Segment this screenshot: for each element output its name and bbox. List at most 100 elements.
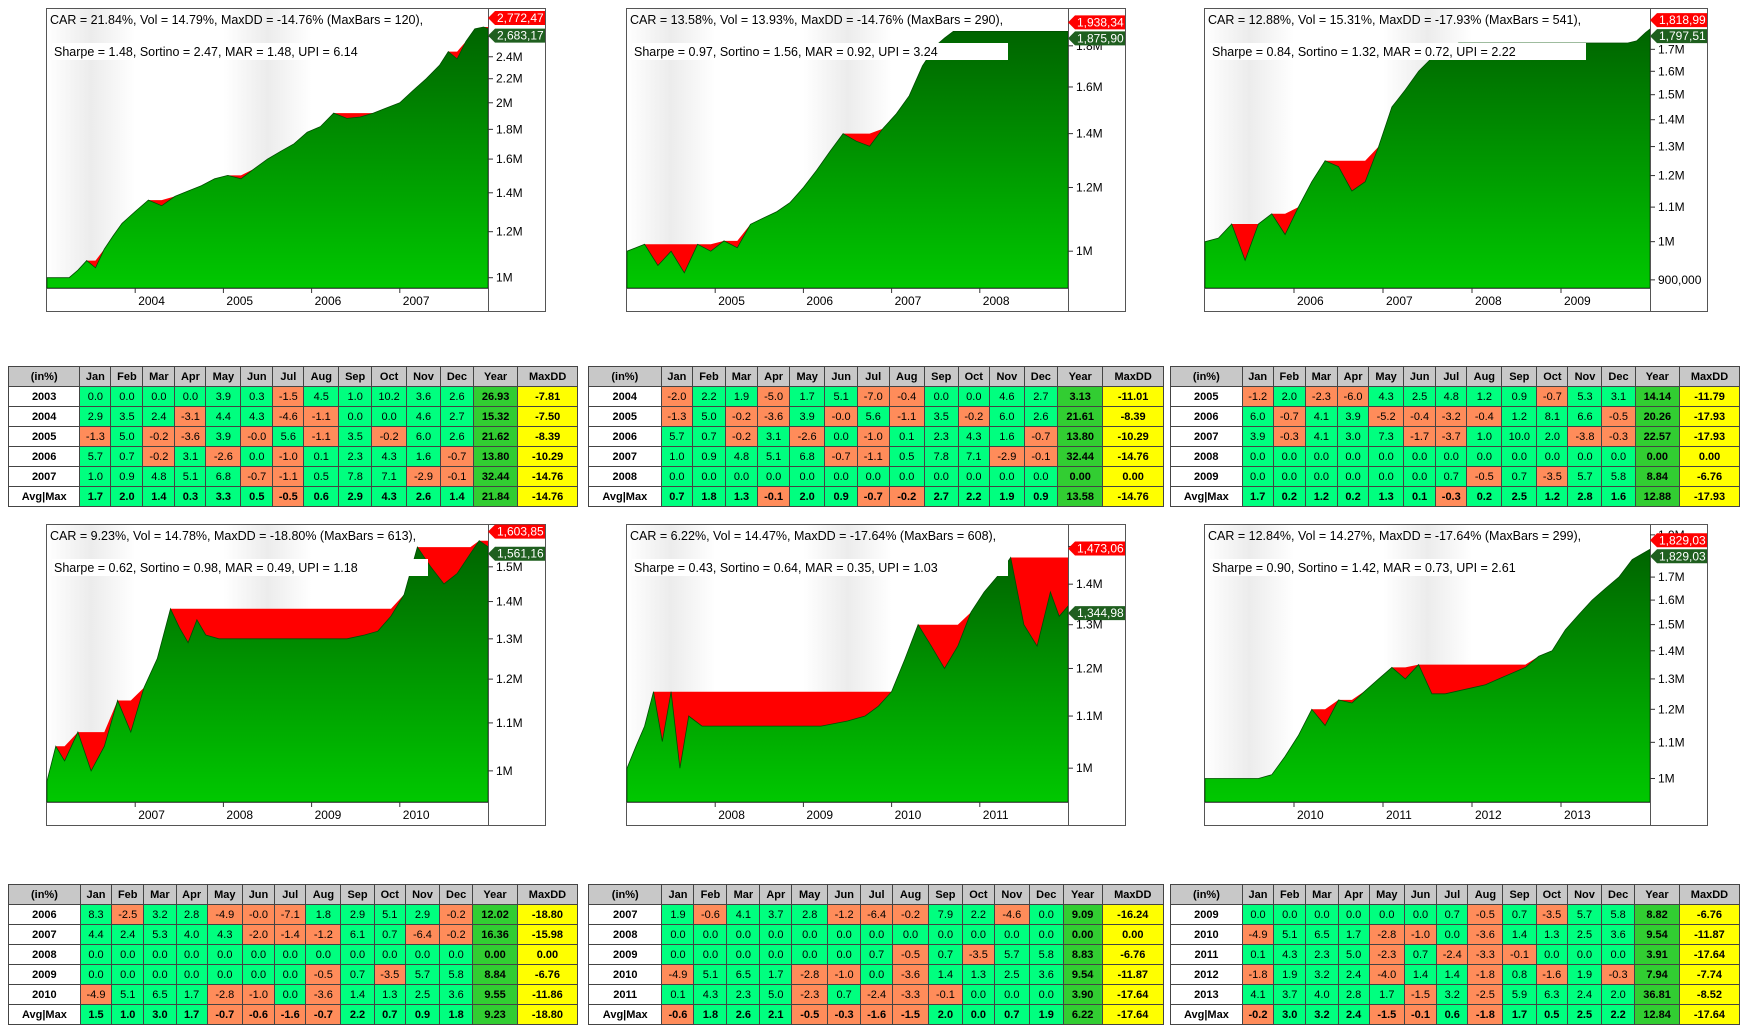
table-cell: 1.9	[989, 486, 1025, 507]
table-cell: 4.1	[1304, 426, 1338, 447]
y-tick-label: 1.1M	[1658, 735, 1685, 749]
table-cell: 0.0	[961, 924, 995, 945]
peak-value-badge-label: 1,473,06	[1077, 541, 1124, 555]
table-cell: -2.5	[1467, 984, 1504, 1005]
table-cell: -0.6	[661, 1004, 695, 1025]
table-cell: -1.0	[272, 446, 305, 467]
table-cell: 21.84	[472, 486, 519, 507]
table-cell: 3.5	[110, 406, 144, 427]
table-cell: 5.8	[439, 964, 474, 985]
column-header: Dec	[439, 884, 474, 905]
monthly-returns-table: (in%) Jan Feb Mar Apr May Jun Jul Aug Sep Oct Nov De…	[7, 366, 578, 507]
column-header: Nov	[404, 884, 441, 905]
table-cell: 0.9	[824, 486, 858, 507]
table-cell: -3.3	[1467, 944, 1504, 965]
table-cell: 5.7	[1566, 904, 1603, 925]
stats-line-2-bg	[52, 559, 428, 576]
column-header: Jul	[1435, 366, 1468, 387]
table-cell: 0.9	[692, 446, 726, 467]
table-cell: 8.83	[1062, 944, 1103, 965]
stats-line-2: Sharpe = 0.97, Sortino = 1.56, MAR = 0.9…	[634, 45, 938, 59]
table-cell: 0.0	[993, 924, 1030, 945]
table-cell: 0.0	[1601, 446, 1636, 467]
table-cell: 0.0	[143, 944, 177, 965]
column-header: Jan	[1241, 366, 1274, 387]
table-cell: 1.6	[989, 426, 1025, 447]
column-header: Jul	[274, 884, 307, 905]
table-cell: -7.0	[856, 386, 890, 407]
y-tick-label: 2M	[496, 96, 513, 110]
table-cell: 1.9	[661, 904, 695, 925]
table-cell: 5.1	[757, 446, 790, 467]
table-cell: 0.0	[1272, 446, 1306, 467]
table-cell: -0.4	[1403, 406, 1437, 427]
table-cell: 2.4	[1566, 984, 1603, 1005]
table-cell: -0.2	[892, 904, 929, 925]
x-tick-label: 2011	[983, 808, 1009, 822]
table-cell: 8.3	[79, 904, 113, 925]
table-cell: -17.93	[1679, 406, 1740, 427]
x-tick-label: 2004	[138, 294, 165, 308]
table-row: Avg|Max 1.7 0.2 1.2 0.2 1.3 0.1 -0.3 0.2 2.5 1.2 2.…	[1170, 486, 1740, 507]
table-cell: 6.0	[989, 406, 1025, 427]
column-header: Dec	[439, 366, 474, 387]
table-cell: 21.61	[1057, 406, 1104, 427]
table-cell: 0.0	[175, 964, 208, 985]
table-cell: -5.0	[757, 386, 790, 407]
table-cell: -3.5	[1536, 466, 1569, 487]
y-tick-label: 1.1M	[1658, 200, 1685, 214]
table-cell: -6.76	[1101, 944, 1165, 965]
table-cell: -0.2	[142, 426, 176, 447]
table-cell: 4.1	[726, 904, 761, 925]
column-header: Aug	[892, 884, 929, 905]
table-row: 2008 0.0 0.0 0.0 0.0 0.0 0.0 0.0 0.0 0.0 0.0 0.0 0.0…	[588, 466, 1164, 487]
equity-chart-panel: 1M 1.2M 1.4M 1.6M 1.8M 2005 2006 2007 2008 1,938,…	[626, 8, 1126, 312]
table-cell: 1.0	[660, 446, 694, 467]
table-cell: 0.0	[241, 964, 276, 985]
table-cell: -6.76	[1679, 466, 1740, 487]
table-cell: 26.93	[472, 386, 519, 407]
table-cell: 2.1	[759, 1004, 793, 1025]
column-header: Oct	[371, 366, 408, 387]
table-cell: -2.9	[406, 466, 441, 487]
table-cell: -0.3	[827, 1004, 862, 1025]
table-cell: 0.0	[1368, 446, 1405, 467]
table-cell: 6.3	[1535, 984, 1568, 1005]
table-cell: -0.1	[439, 466, 474, 487]
table-cell: 1.2	[1501, 406, 1538, 427]
table-cell: -1.8	[1467, 1004, 1504, 1025]
table-cell: 0.0	[1023, 466, 1059, 487]
table-cell: -10.29	[517, 446, 578, 467]
table-cell: 2.3	[338, 446, 373, 467]
table-cell: -11.79	[1679, 386, 1740, 407]
y-tick-label: 1.6M	[1076, 80, 1103, 94]
table-cell: 0.1	[1241, 944, 1275, 965]
column-header: Jun	[1403, 884, 1438, 905]
table-row: 2003 0.0 0.0 0.0 0.0 3.9 0.3 -1.5 4.5 1.0 10.2 3.6 2…	[7, 386, 578, 407]
table-cell: 0.3	[240, 386, 274, 407]
table-cell: 0.0	[661, 924, 695, 945]
row-label: 2006	[588, 426, 662, 447]
table-cell: 0.00	[1101, 924, 1165, 945]
column-header: MaxDD	[1679, 366, 1740, 387]
table-cell: -0.3	[1272, 426, 1306, 447]
table-cell: 3.6	[406, 386, 441, 407]
table-cell: 12.02	[472, 904, 518, 925]
y-tick-label: 1.6M	[1658, 64, 1685, 78]
table-corner: (in%)	[587, 884, 663, 905]
table-cell: 2.7	[923, 486, 959, 507]
table-cell: 0.6	[303, 486, 340, 507]
table-cell: -0.1	[1502, 944, 1537, 965]
stats-line-1: CAR = 9.23%, Vol = 14.78%, MaxDD = -18.8…	[50, 529, 416, 543]
table-cell: 2.2	[340, 1004, 375, 1025]
table-cell: 4.8	[142, 466, 176, 487]
peak-value-badge: 1,818,99	[1650, 13, 1707, 28]
x-tick-label: 2010	[1297, 808, 1324, 822]
equity-area	[626, 556, 1069, 803]
table-cell: 0.0	[1337, 904, 1370, 925]
table-cell: 3.3	[205, 486, 242, 507]
table-cell: 4.1	[1304, 406, 1338, 427]
table-cell: 2.2	[1601, 1004, 1636, 1025]
x-tick-label: 2011	[1386, 808, 1412, 822]
stats-line-2: Sharpe = 0.84, Sortino = 1.32, MAR = 0.7…	[1212, 45, 1516, 59]
